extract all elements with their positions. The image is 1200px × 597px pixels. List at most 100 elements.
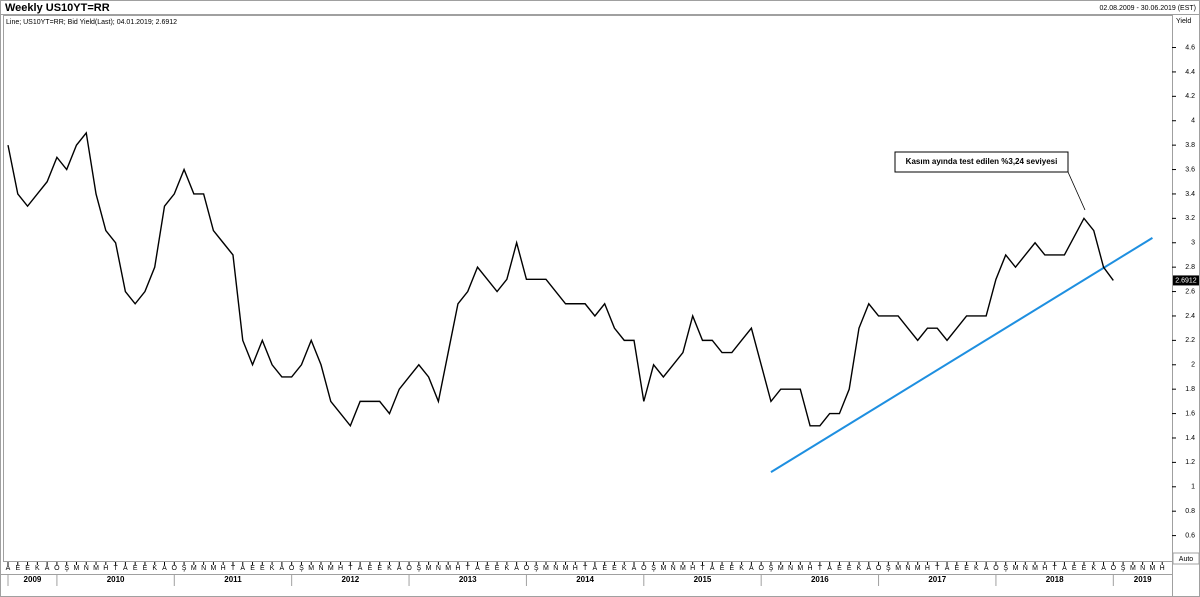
- x-tick-label: O: [876, 565, 882, 572]
- x-tick-label: A: [123, 565, 128, 572]
- x-tick-label: M: [660, 565, 666, 572]
- x-tick-label: A: [358, 565, 363, 572]
- y-tick-label: 1.4: [1185, 435, 1195, 442]
- x-tick-label: O: [54, 565, 60, 572]
- year-label: 2012: [341, 575, 359, 584]
- year-label: 2019: [1134, 575, 1152, 584]
- x-tick-label: A: [866, 565, 871, 572]
- x-tick-label: T: [583, 565, 588, 572]
- x-tick-label: H: [808, 565, 813, 572]
- year-label: 2015: [694, 575, 712, 584]
- x-tick-label: K: [857, 565, 862, 572]
- x-tick-label: T: [935, 565, 940, 572]
- x-tick-label: Ş: [299, 565, 304, 572]
- x-tick-label: E: [954, 565, 959, 572]
- x-tick-label: O: [406, 565, 412, 572]
- y-tick-label: 3.4: [1185, 191, 1195, 198]
- x-tick-label: Ş: [886, 565, 891, 572]
- y-tick-label: 3.2: [1185, 215, 1195, 222]
- y-tick-label: 2.6: [1185, 288, 1195, 295]
- x-tick-label: A: [1062, 565, 1067, 572]
- x-tick-label: N: [788, 565, 793, 572]
- year-label: 2013: [459, 575, 477, 584]
- x-tick-label: E: [485, 565, 490, 572]
- x-tick-label: N: [318, 565, 323, 572]
- x-tick-label: O: [289, 565, 295, 572]
- year-label: 2009: [24, 575, 42, 584]
- annotation-arrow: [1067, 171, 1086, 211]
- year-label: 2011: [224, 575, 242, 584]
- y-tick-label: 4.6: [1185, 44, 1195, 51]
- x-tick-label: A: [593, 565, 598, 572]
- y-tick-label: 2.2: [1185, 337, 1195, 344]
- x-tick-label: N: [553, 565, 558, 572]
- y-tick-label: 1.6: [1185, 410, 1195, 417]
- x-tick-label: H: [573, 565, 578, 572]
- last-value-box: [1173, 275, 1199, 286]
- x-tick-label: N: [1023, 565, 1028, 572]
- y-tick-label: 2.8: [1185, 264, 1195, 271]
- x-tick-label: A: [397, 565, 402, 572]
- x-tick-label: M: [543, 565, 549, 572]
- x-tick-label: T: [818, 565, 823, 572]
- x-tick-label: A: [514, 565, 519, 572]
- y-tick-label: 0.6: [1185, 532, 1195, 539]
- x-tick-label: E: [15, 565, 20, 572]
- auto-box[interactable]: [1172, 552, 1200, 565]
- x-tick-label: H: [690, 565, 695, 572]
- x-tick-label: M: [210, 565, 216, 572]
- y-tick-label: 1.2: [1185, 459, 1195, 466]
- x-tick-label: A: [162, 565, 167, 572]
- trendline: [770, 237, 1153, 473]
- x-tick-label: M: [191, 565, 197, 572]
- x-tick-label: A: [1101, 565, 1106, 572]
- x-tick-label: H: [221, 565, 226, 572]
- x-tick-label: E: [25, 565, 30, 572]
- x-tick-label: N: [436, 565, 441, 572]
- x-tick-label: E: [964, 565, 969, 572]
- x-tick-label: N: [201, 565, 206, 572]
- x-tick-label: E: [1082, 565, 1087, 572]
- year-label: 2010: [107, 575, 125, 584]
- x-tick-label: A: [280, 565, 285, 572]
- x-tick-label: M: [1130, 565, 1136, 572]
- y-tick-label: 3.6: [1185, 166, 1195, 173]
- x-tick-label: E: [143, 565, 148, 572]
- x-tick-label: Ş: [416, 565, 421, 572]
- x-tick-label: M: [1032, 565, 1038, 572]
- x-tick-label: K: [739, 565, 744, 572]
- x-tick-label: M: [328, 565, 334, 572]
- x-tick-label: K: [35, 565, 40, 572]
- y-tick-label: 3: [1191, 240, 1195, 247]
- y-axis-label: Yield: [1176, 18, 1191, 25]
- x-tick-label: Ş: [1003, 565, 1008, 572]
- x-tick-label: O: [993, 565, 999, 572]
- x-tick-label: Ş: [534, 565, 539, 572]
- x-tick-label: H: [338, 565, 343, 572]
- x-tick-label: A: [945, 565, 950, 572]
- x-tick-label: N: [671, 565, 676, 572]
- auto-label[interactable]: Auto: [1179, 556, 1194, 563]
- x-tick-label: E: [495, 565, 500, 572]
- chart-title: Weekly US10YT=RR: [5, 2, 110, 14]
- x-tick-label: K: [505, 565, 510, 572]
- x-tick-label: A: [710, 565, 715, 572]
- x-tick-label: M: [445, 565, 451, 572]
- date-range: 02.08.2009 - 30.06.2019 (EST): [1099, 5, 1196, 12]
- x-tick-label: E: [260, 565, 265, 572]
- x-tick-label: E: [133, 565, 138, 572]
- x-tick-label: M: [93, 565, 99, 572]
- x-tick-label: A: [6, 565, 11, 572]
- x-tick-label: O: [172, 565, 178, 572]
- y-tick-label: 3.8: [1185, 142, 1195, 149]
- legend-text: Line; US10YT=RR; Bid Yield(Last); 04.01.…: [6, 19, 177, 26]
- y-tick-label: 0.8: [1185, 508, 1195, 515]
- year-label: 2016: [811, 575, 829, 584]
- x-tick-label: H: [925, 565, 930, 572]
- x-tick-label: T: [466, 565, 471, 572]
- x-tick-label: H: [455, 565, 460, 572]
- x-tick-label: A: [984, 565, 989, 572]
- year-label: 2017: [928, 575, 946, 584]
- plot-frame: [3, 15, 1173, 562]
